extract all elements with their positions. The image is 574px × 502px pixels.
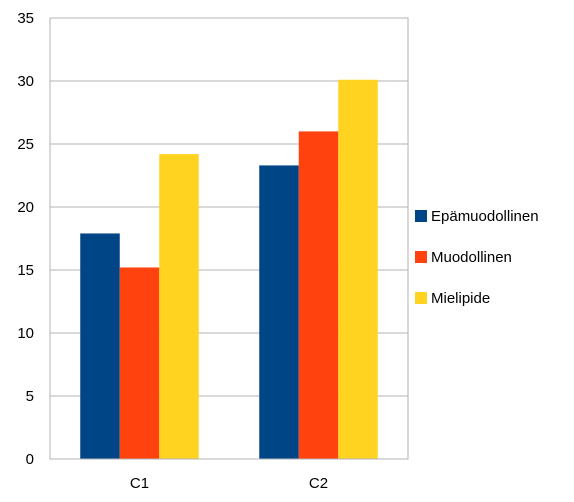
- bar-c1-series-2: [119, 267, 160, 459]
- legend: Epämuodollinen Muodollinen Mielipide: [415, 208, 539, 307]
- legend-swatch: [415, 251, 427, 263]
- x-tick-label: C2: [309, 475, 328, 492]
- legend-swatch: [415, 210, 427, 222]
- y-tick-label: 30: [17, 73, 34, 90]
- y-tick-label: 35: [17, 10, 34, 27]
- y-tick-label: 5: [26, 388, 34, 405]
- legend-label: Muodollinen: [431, 249, 512, 266]
- y-tick-label: 15: [17, 262, 34, 279]
- bar-c2-series-2: [298, 131, 339, 459]
- y-tick-label: 25: [17, 136, 34, 153]
- legend-label: Epämuodollinen: [431, 208, 539, 225]
- x-tick-label: C1: [130, 475, 149, 492]
- bar-c1-series-3: [159, 154, 199, 459]
- bars: [80, 79, 378, 460]
- y-tick-label: 20: [17, 199, 34, 216]
- bar-c1-series-1: [80, 233, 120, 459]
- axes: 0 5 10 15 20 25 30 35 C1 C2: [17, 10, 409, 492]
- y-tick-label: 10: [17, 325, 34, 342]
- legend-swatch: [415, 292, 427, 304]
- y-tick-label: 0: [26, 451, 34, 468]
- bar-c2-series-3: [338, 79, 378, 460]
- legend-label: Mielipide: [431, 290, 490, 307]
- bar-c2-series-1: [259, 165, 299, 460]
